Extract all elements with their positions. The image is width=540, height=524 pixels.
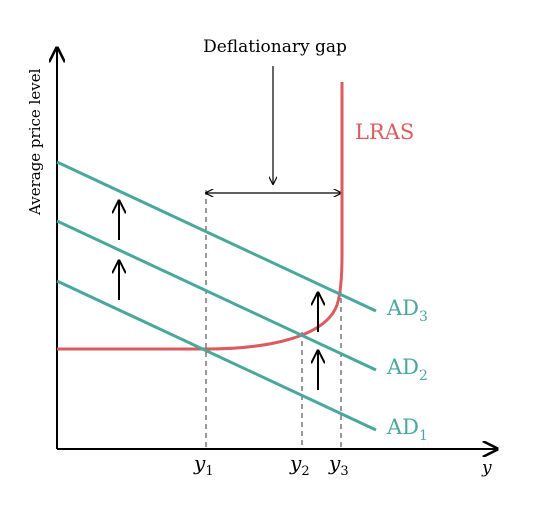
x-axis-label: y (481, 458, 492, 478)
ad2-label: AD2 (386, 355, 428, 384)
ad3-label: AD3 (386, 296, 428, 325)
lras-label: LRAS (355, 120, 414, 144)
y-axis-label: Average price level (26, 68, 44, 216)
x-tick-y1: y1 (193, 451, 214, 479)
x-tick-y3: y3 (328, 451, 349, 479)
gap-label: Deflationary gap (203, 37, 347, 57)
ad1-curve (56, 279, 377, 432)
ad2-curve (56, 219, 377, 372)
lras-curve (57, 82, 344, 351)
ad3-curve (56, 160, 377, 313)
ad1-label: AD1 (386, 415, 428, 444)
x-tick-y2: y2 (289, 451, 310, 479)
